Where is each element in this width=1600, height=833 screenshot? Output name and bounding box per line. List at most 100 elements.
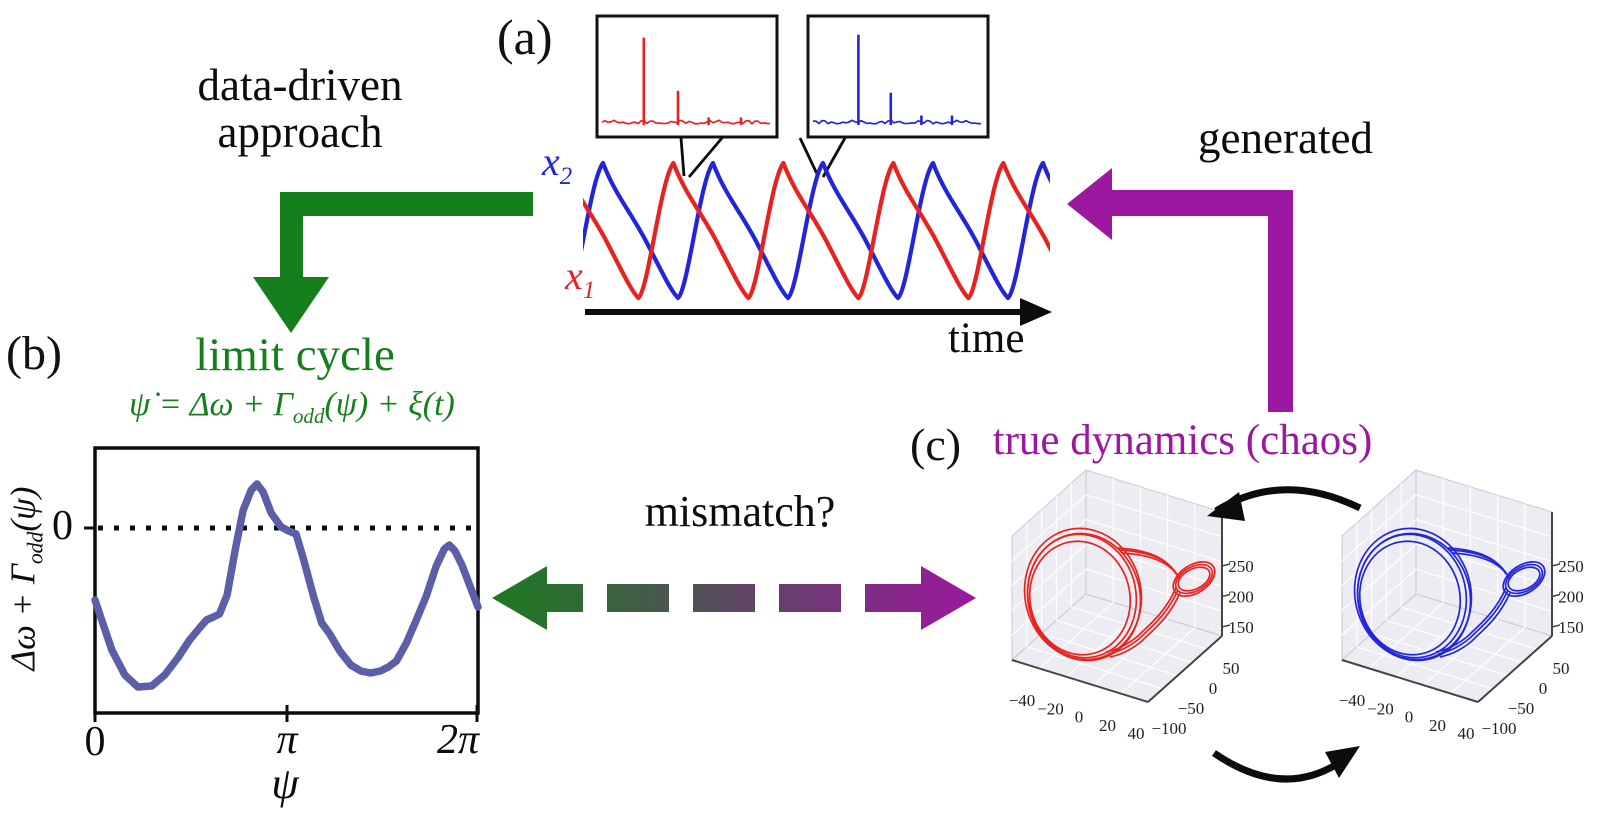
attractor-strand	[1451, 552, 1511, 580]
grid-line	[1071, 606, 1208, 650]
attractor-small-loop	[1507, 566, 1541, 592]
xtick-label: 20	[1429, 716, 1446, 735]
attractor-tail	[1437, 589, 1509, 655]
data-driven-approach-label: data-driven approach	[135, 61, 465, 158]
xtick-label: −40	[1339, 691, 1366, 710]
exchange-arrows	[1207, 486, 1362, 783]
ytick-label: 0	[1209, 679, 1218, 698]
ztick-mark	[1221, 563, 1231, 567]
ytick-label: −100	[1151, 719, 1186, 738]
panel-b-label: (b)	[6, 327, 62, 380]
grid-line	[1038, 601, 1114, 669]
coupling-ytick-0: 0	[52, 503, 73, 549]
ytick-label: −50	[1178, 699, 1205, 718]
coupling-xtick-pi: π	[276, 717, 298, 763]
grid-line	[1066, 610, 1141, 678]
grid-line	[1386, 619, 1523, 663]
ztick-mark	[1221, 593, 1231, 598]
power-spectrum-x2	[812, 34, 982, 125]
ztick-label: 200	[1558, 588, 1584, 607]
grid-line	[1341, 519, 1417, 587]
timeseries-x2	[583, 160, 1050, 301]
coupling-plot-frame	[93, 446, 480, 715]
ytick-label: 50	[1553, 659, 1570, 678]
time-axis-arrowhead	[1020, 298, 1052, 326]
grid-line	[1011, 494, 1087, 562]
ztick-mark	[1551, 624, 1561, 628]
mismatch-label: mismatch?	[644, 487, 836, 536]
power-spectrum-x1	[601, 37, 771, 125]
exchange-arrowhead-bottom	[1325, 746, 1360, 778]
grid-line	[1450, 627, 1526, 695]
ztick-label: 250	[1558, 557, 1584, 576]
ztick-mark	[1551, 593, 1561, 598]
ztick-mark	[1221, 624, 1231, 628]
xtick-label: −20	[1367, 699, 1394, 718]
grid-line	[1085, 543, 1223, 587]
true-dynamics-title: true dynamics (chaos)	[992, 417, 1373, 464]
grid-line	[1415, 494, 1553, 538]
xtick-label: 20	[1099, 716, 1116, 735]
attractor-strand	[1447, 547, 1507, 575]
spectrum-box-x1	[595, 14, 779, 139]
y-axis-spine	[1477, 635, 1553, 703]
xtick-label: 40	[1128, 724, 1145, 743]
x2-label: x2	[542, 138, 572, 191]
grid-line	[1368, 601, 1444, 669]
coupling-ylabel: Δω + Γodd(ψ)	[4, 429, 49, 729]
attractor-small-loop	[1177, 566, 1211, 592]
generated-arrow	[1067, 168, 1293, 412]
panel-a-label: (a)	[497, 9, 553, 65]
grid-line	[1356, 646, 1493, 690]
timeseries-curves	[583, 160, 1050, 301]
attractor-ring	[1356, 532, 1472, 662]
mismatch-dash	[693, 584, 755, 612]
grid-line	[1341, 568, 1417, 636]
equation-post: (ψ) + ξ(t)	[324, 386, 455, 423]
data-driven-arrow	[253, 192, 533, 333]
exchange-arrowhead-top	[1207, 492, 1245, 521]
ytick-label: 50	[1223, 659, 1240, 678]
grid-line	[1415, 519, 1553, 563]
grid-line	[1011, 519, 1087, 587]
ylabel-sub: odd	[23, 531, 48, 565]
grid-line	[1085, 568, 1223, 612]
grid-line	[1341, 494, 1417, 562]
grid-line	[1415, 543, 1553, 587]
grid-line	[1423, 618, 1498, 686]
attractor-tail	[1105, 587, 1177, 653]
callout-line	[798, 137, 820, 177]
generated-label: generated	[1198, 113, 1373, 163]
panel-c-label: (c)	[910, 419, 962, 470]
mismatch-dash	[779, 584, 841, 612]
x-axis-spine	[1011, 659, 1149, 703]
grid-line	[1085, 494, 1223, 538]
grid-line	[1415, 568, 1553, 612]
ytick-label: 0	[1539, 679, 1548, 698]
phase-equation: ψ̇ = Δω + Γodd(ψ) + ξ(t)	[88, 386, 496, 429]
attractor-ring	[1023, 527, 1143, 661]
ztick-mark	[1551, 563, 1561, 567]
grid-line	[1093, 618, 1168, 686]
time-axis-label: time	[948, 315, 1025, 362]
attractor-ring	[1026, 532, 1142, 662]
xtick-label: −20	[1037, 699, 1064, 718]
timeseries-x1	[583, 160, 1050, 301]
coupling-xlabel-psi: ψ	[271, 759, 299, 808]
coupling-plot	[84, 446, 482, 722]
attractor-tail	[1435, 587, 1507, 653]
data-driven-line2: approach	[217, 107, 383, 158]
callout-line	[679, 137, 686, 177]
attractor-small-loop	[1504, 563, 1544, 595]
coupling-xtick-0: 0	[84, 719, 106, 765]
xtick-label: −40	[1009, 691, 1036, 710]
ztick-label: 200	[1228, 588, 1254, 607]
ztick-label: 150	[1228, 618, 1254, 637]
ylabel-post: (ψ)	[3, 486, 43, 532]
attractor-ring	[1353, 527, 1473, 661]
spectrum-box-x2	[806, 14, 990, 139]
